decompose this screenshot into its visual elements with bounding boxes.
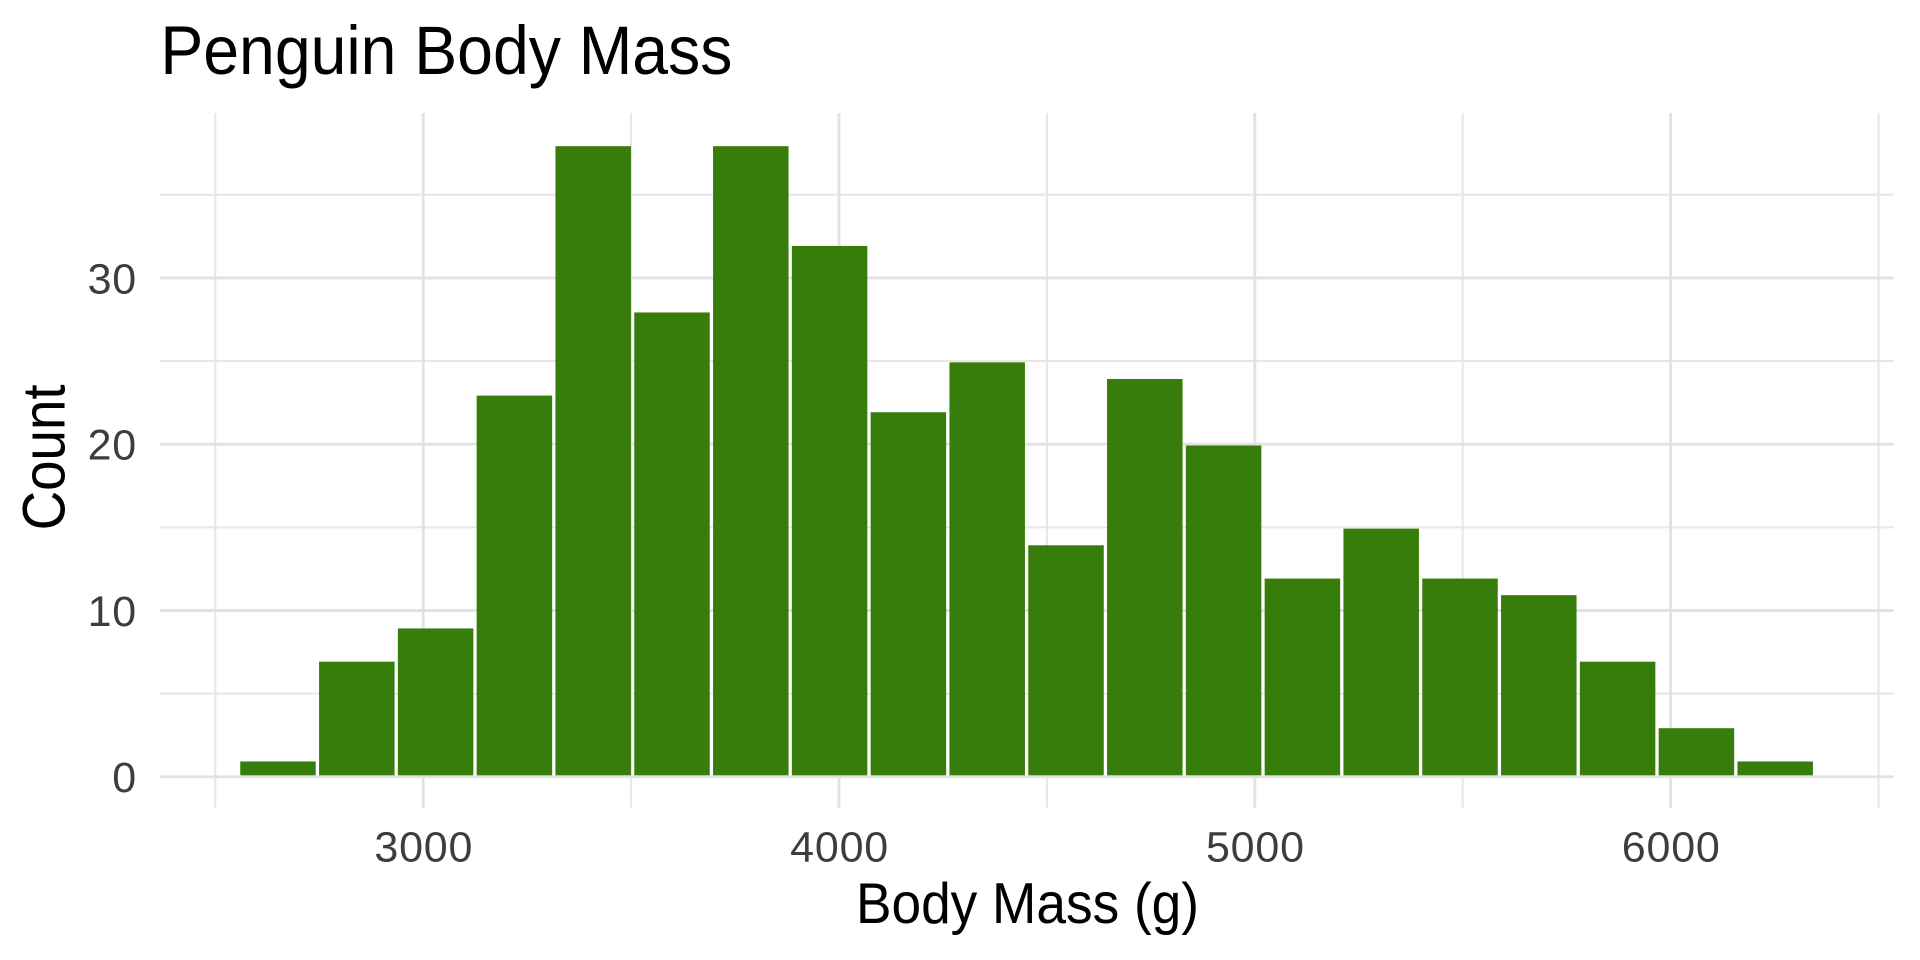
svg-text:20: 20: [88, 422, 137, 470]
svg-text:6000: 6000: [1622, 823, 1721, 871]
svg-text:Body Mass (g): Body Mass (g): [856, 872, 1199, 936]
svg-text:10: 10: [88, 588, 137, 636]
svg-text:5000: 5000: [1206, 823, 1305, 871]
svg-text:30: 30: [88, 255, 137, 303]
svg-text:Count: Count: [11, 384, 78, 530]
svg-text:Penguin Body Mass: Penguin Body Mass: [160, 13, 732, 89]
svg-text:3000: 3000: [374, 823, 473, 871]
svg-text:4000: 4000: [790, 823, 889, 871]
svg-text:0: 0: [112, 754, 137, 802]
